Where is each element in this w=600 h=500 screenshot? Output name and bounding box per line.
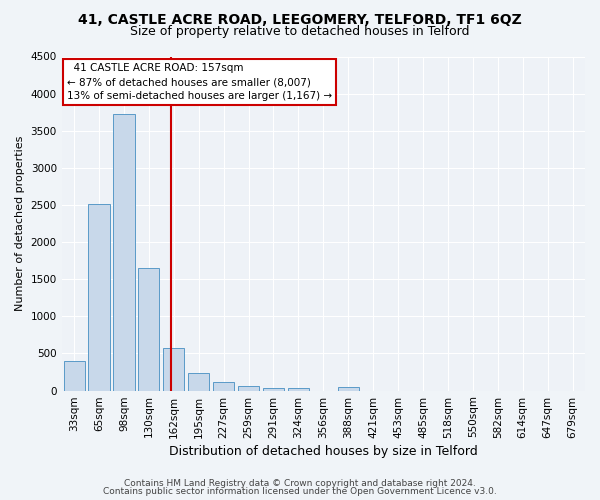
Text: 41, CASTLE ACRE ROAD, LEEGOMERY, TELFORD, TF1 6QZ: 41, CASTLE ACRE ROAD, LEEGOMERY, TELFORD… bbox=[78, 12, 522, 26]
Bar bbox=[288, 388, 309, 390]
Bar bbox=[113, 114, 134, 390]
X-axis label: Distribution of detached houses by size in Telford: Distribution of detached houses by size … bbox=[169, 444, 478, 458]
Text: 41 CASTLE ACRE ROAD: 157sqm  
← 87% of detached houses are smaller (8,007)
13% o: 41 CASTLE ACRE ROAD: 157sqm ← 87% of det… bbox=[67, 63, 332, 101]
Bar bbox=[338, 387, 359, 390]
Bar bbox=[263, 388, 284, 390]
Text: Contains public sector information licensed under the Open Government Licence v3: Contains public sector information licen… bbox=[103, 487, 497, 496]
Bar bbox=[188, 373, 209, 390]
Bar bbox=[163, 348, 184, 391]
Bar bbox=[64, 361, 85, 390]
Bar bbox=[138, 268, 160, 390]
Bar bbox=[238, 386, 259, 390]
Bar bbox=[88, 204, 110, 390]
Text: Size of property relative to detached houses in Telford: Size of property relative to detached ho… bbox=[130, 25, 470, 38]
Text: Contains HM Land Registry data © Crown copyright and database right 2024.: Contains HM Land Registry data © Crown c… bbox=[124, 478, 476, 488]
Bar bbox=[213, 382, 234, 390]
Y-axis label: Number of detached properties: Number of detached properties bbox=[15, 136, 25, 311]
